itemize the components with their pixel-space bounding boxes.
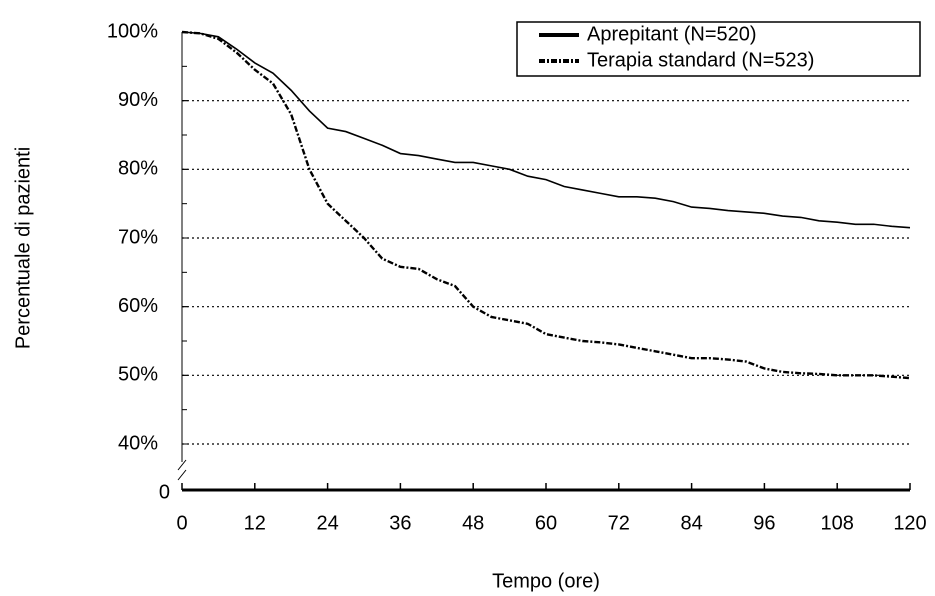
series-line	[181, 31, 911, 229]
x-tick-label: 72	[608, 512, 630, 534]
x-tick-label: 12	[244, 512, 266, 534]
x-tick-label: 36	[389, 512, 411, 534]
legend-label: Aprepitant (N=520)	[587, 23, 757, 45]
series-line	[181, 30, 911, 380]
y-tick-label: 70%	[118, 226, 158, 248]
y-tick-label: 40%	[118, 432, 158, 454]
x-tick-label: 96	[753, 512, 775, 534]
y-tick-label: 0	[159, 481, 170, 503]
legend-box	[516, 21, 921, 77]
x-tick-label: 48	[462, 512, 484, 534]
y-tick-label: 90%	[118, 89, 158, 111]
y-axis-label: Percentuale di pazienti	[12, 147, 34, 349]
y-tick-label: 50%	[118, 364, 158, 386]
x-tick-label: 120	[893, 512, 926, 534]
x-tick-label: 84	[680, 512, 702, 534]
x-tick-label: 0	[176, 512, 187, 534]
legend-label: Terapia standard (N=523)	[587, 49, 814, 71]
x-tick-label: 108	[821, 512, 854, 534]
y-tick-label: 80%	[118, 158, 158, 180]
x-tick-label: 24	[316, 512, 338, 534]
y-tick-label: 60%	[118, 295, 158, 317]
axis-break	[177, 459, 187, 481]
y-tick-label: 100%	[107, 20, 158, 42]
x-tick-label: 60	[535, 512, 557, 534]
x-axis-label: Tempo (ore)	[492, 570, 600, 592]
